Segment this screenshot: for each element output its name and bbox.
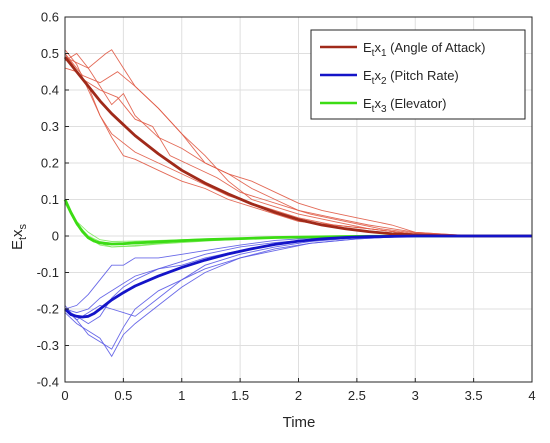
y-tick-label: 0.3 <box>41 119 59 134</box>
y-tick-label: -0.4 <box>37 375 59 390</box>
mean-lines <box>63 56 532 319</box>
y-axis-label: Etxs <box>9 223 29 250</box>
x-tick-label: 2 <box>295 388 302 403</box>
mean-line-pitch-rate <box>64 234 532 319</box>
y-tick-label: -0.2 <box>37 302 59 317</box>
sample-line-angle-of-attack <box>64 49 532 237</box>
x-tick-label: 3 <box>412 388 419 403</box>
y-tick-label: -0.3 <box>37 338 59 353</box>
x-axis-label: Time <box>283 414 316 431</box>
y-tick-label: 0.1 <box>41 192 59 207</box>
legend-label-angle-of-attack: Etx1 (Angle of Attack) <box>363 40 486 59</box>
y-tick-label: 0.6 <box>41 10 59 25</box>
legend-label-elevator: Etx3 (Elevator) <box>363 96 446 115</box>
sample-line-angle-of-attack <box>64 53 532 237</box>
y-tick-label: -0.1 <box>37 265 59 280</box>
legend: Etx1 (Angle of Attack) Etx2 (Pitch Rate)… <box>310 29 526 120</box>
x-tick-label: 0 <box>61 388 68 403</box>
mean-line-angle-of-attack <box>63 56 532 238</box>
y-tick-label: 0.4 <box>41 83 59 98</box>
legend-label-pitch-rate: Etx2 (Pitch Rate) <box>363 68 459 87</box>
x-tick-label: 3.5 <box>465 388 483 403</box>
x-tick-labels: 0 0.5 1 1.5 2 2.5 3 3.5 4 <box>61 388 535 403</box>
x-tick-label: 0.5 <box>114 388 132 403</box>
x-tick-label: 2.5 <box>348 388 366 403</box>
x-tick-label: 4 <box>528 388 535 403</box>
y-tick-label: 0 <box>52 229 59 244</box>
y-tick-labels: -0.4 -0.3 -0.2 -0.1 0 0.1 0.2 0.3 0.4 0.5 0.6 <box>37 10 59 390</box>
sample-line-angle-of-attack <box>64 49 532 237</box>
y-tick-label: 0.5 <box>41 46 59 61</box>
x-tick-label: 1.5 <box>231 388 249 403</box>
axis-ticks <box>64 16 533 383</box>
y-tick-label: 0.2 <box>41 156 59 171</box>
x-tick-label: 1 <box>178 388 185 403</box>
